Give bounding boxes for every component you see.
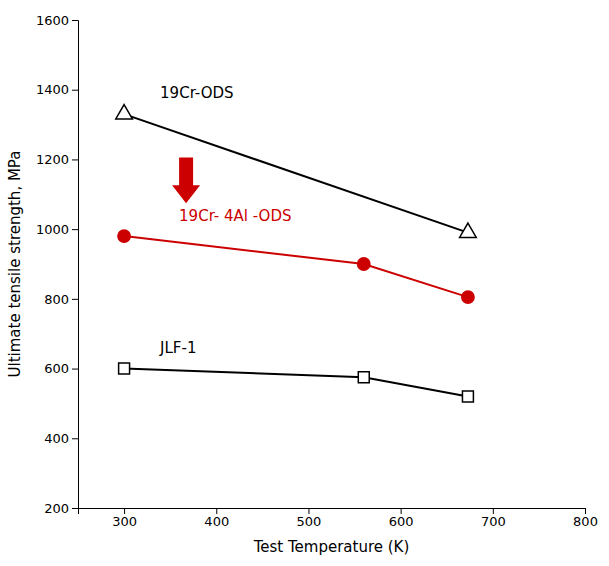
tick: 800	[44, 292, 78, 307]
tick-label: 1000	[36, 222, 69, 237]
tick-mark	[72, 229, 78, 230]
tick-label: 700	[481, 514, 506, 529]
point	[462, 291, 474, 303]
y-axis-title: Ultimate tensile strength, MPa	[6, 151, 24, 378]
tick-label: 400	[44, 431, 69, 446]
series-line	[124, 236, 468, 297]
tick-label: 300	[112, 514, 137, 529]
point	[358, 258, 370, 270]
tick-label: 600	[389, 514, 414, 529]
chart: 300 400 500 600 700 800 200 400 600 800 1000 1200 14…	[0, 0, 609, 566]
tick: 400	[204, 508, 229, 529]
tick-label: 500	[297, 514, 322, 529]
tick: 1200	[36, 152, 78, 167]
tick-mark	[124, 508, 125, 514]
tick: 500	[297, 508, 322, 529]
tick: 200	[44, 501, 78, 516]
series-label: JLF-1	[159, 339, 196, 357]
axis-line	[72, 21, 79, 509]
tick-label: 400	[204, 514, 229, 529]
marks	[116, 105, 476, 402]
point	[119, 363, 130, 374]
point	[116, 105, 133, 119]
tick-mark	[72, 90, 78, 91]
tick: 300	[112, 508, 137, 529]
tick: 700	[481, 508, 506, 529]
tick-mark	[72, 20, 78, 21]
tick-label: 1600	[36, 13, 69, 28]
tick: 1600	[36, 13, 78, 28]
point	[118, 230, 130, 242]
tick-mark	[72, 438, 78, 439]
tick: 1400	[36, 82, 78, 97]
tick-label: 1200	[36, 152, 69, 167]
point	[460, 223, 477, 237]
series-labels: 19Cr-ODS JLF-1 19Cr- 4Al -ODS	[159, 84, 291, 356]
tick-label: 800	[44, 292, 69, 307]
tick: 1000	[36, 222, 78, 237]
x-axis-title: Test Temperature (K)	[253, 538, 410, 556]
tick: 600	[44, 361, 78, 376]
tick-label: 800	[573, 514, 598, 529]
tick-label: 600	[44, 361, 69, 376]
point	[462, 391, 473, 402]
arrow	[172, 157, 200, 203]
tick-mark	[72, 369, 78, 370]
tick-mark	[308, 508, 309, 514]
tick-label: 200	[44, 501, 69, 516]
tick-mark	[401, 508, 402, 514]
series-line	[124, 114, 468, 233]
tick-mark	[72, 299, 78, 300]
tick-mark	[585, 508, 586, 514]
series-label: 19Cr- 4Al -ODS	[179, 207, 291, 225]
tick: 600	[389, 508, 414, 529]
tick-label: 1400	[36, 82, 69, 97]
tick: 400	[44, 431, 78, 446]
x-axis: 300 400 500 600 700 800	[79, 508, 598, 529]
tick: 800	[573, 508, 598, 529]
tick-mark	[72, 159, 78, 160]
series-line	[124, 369, 468, 397]
plot: 300 400 500 600 700 800 200 400 600 800 1000 1200 14…	[36, 13, 598, 530]
point	[358, 372, 369, 383]
series-label: 19Cr-ODS	[160, 84, 233, 102]
tick-mark	[216, 508, 217, 514]
axis-line	[79, 509, 586, 515]
tick-mark	[493, 508, 494, 514]
tick-mark	[72, 508, 78, 509]
y-axis: 200 400 600 800 1000 1200 1400 1600	[36, 13, 79, 516]
